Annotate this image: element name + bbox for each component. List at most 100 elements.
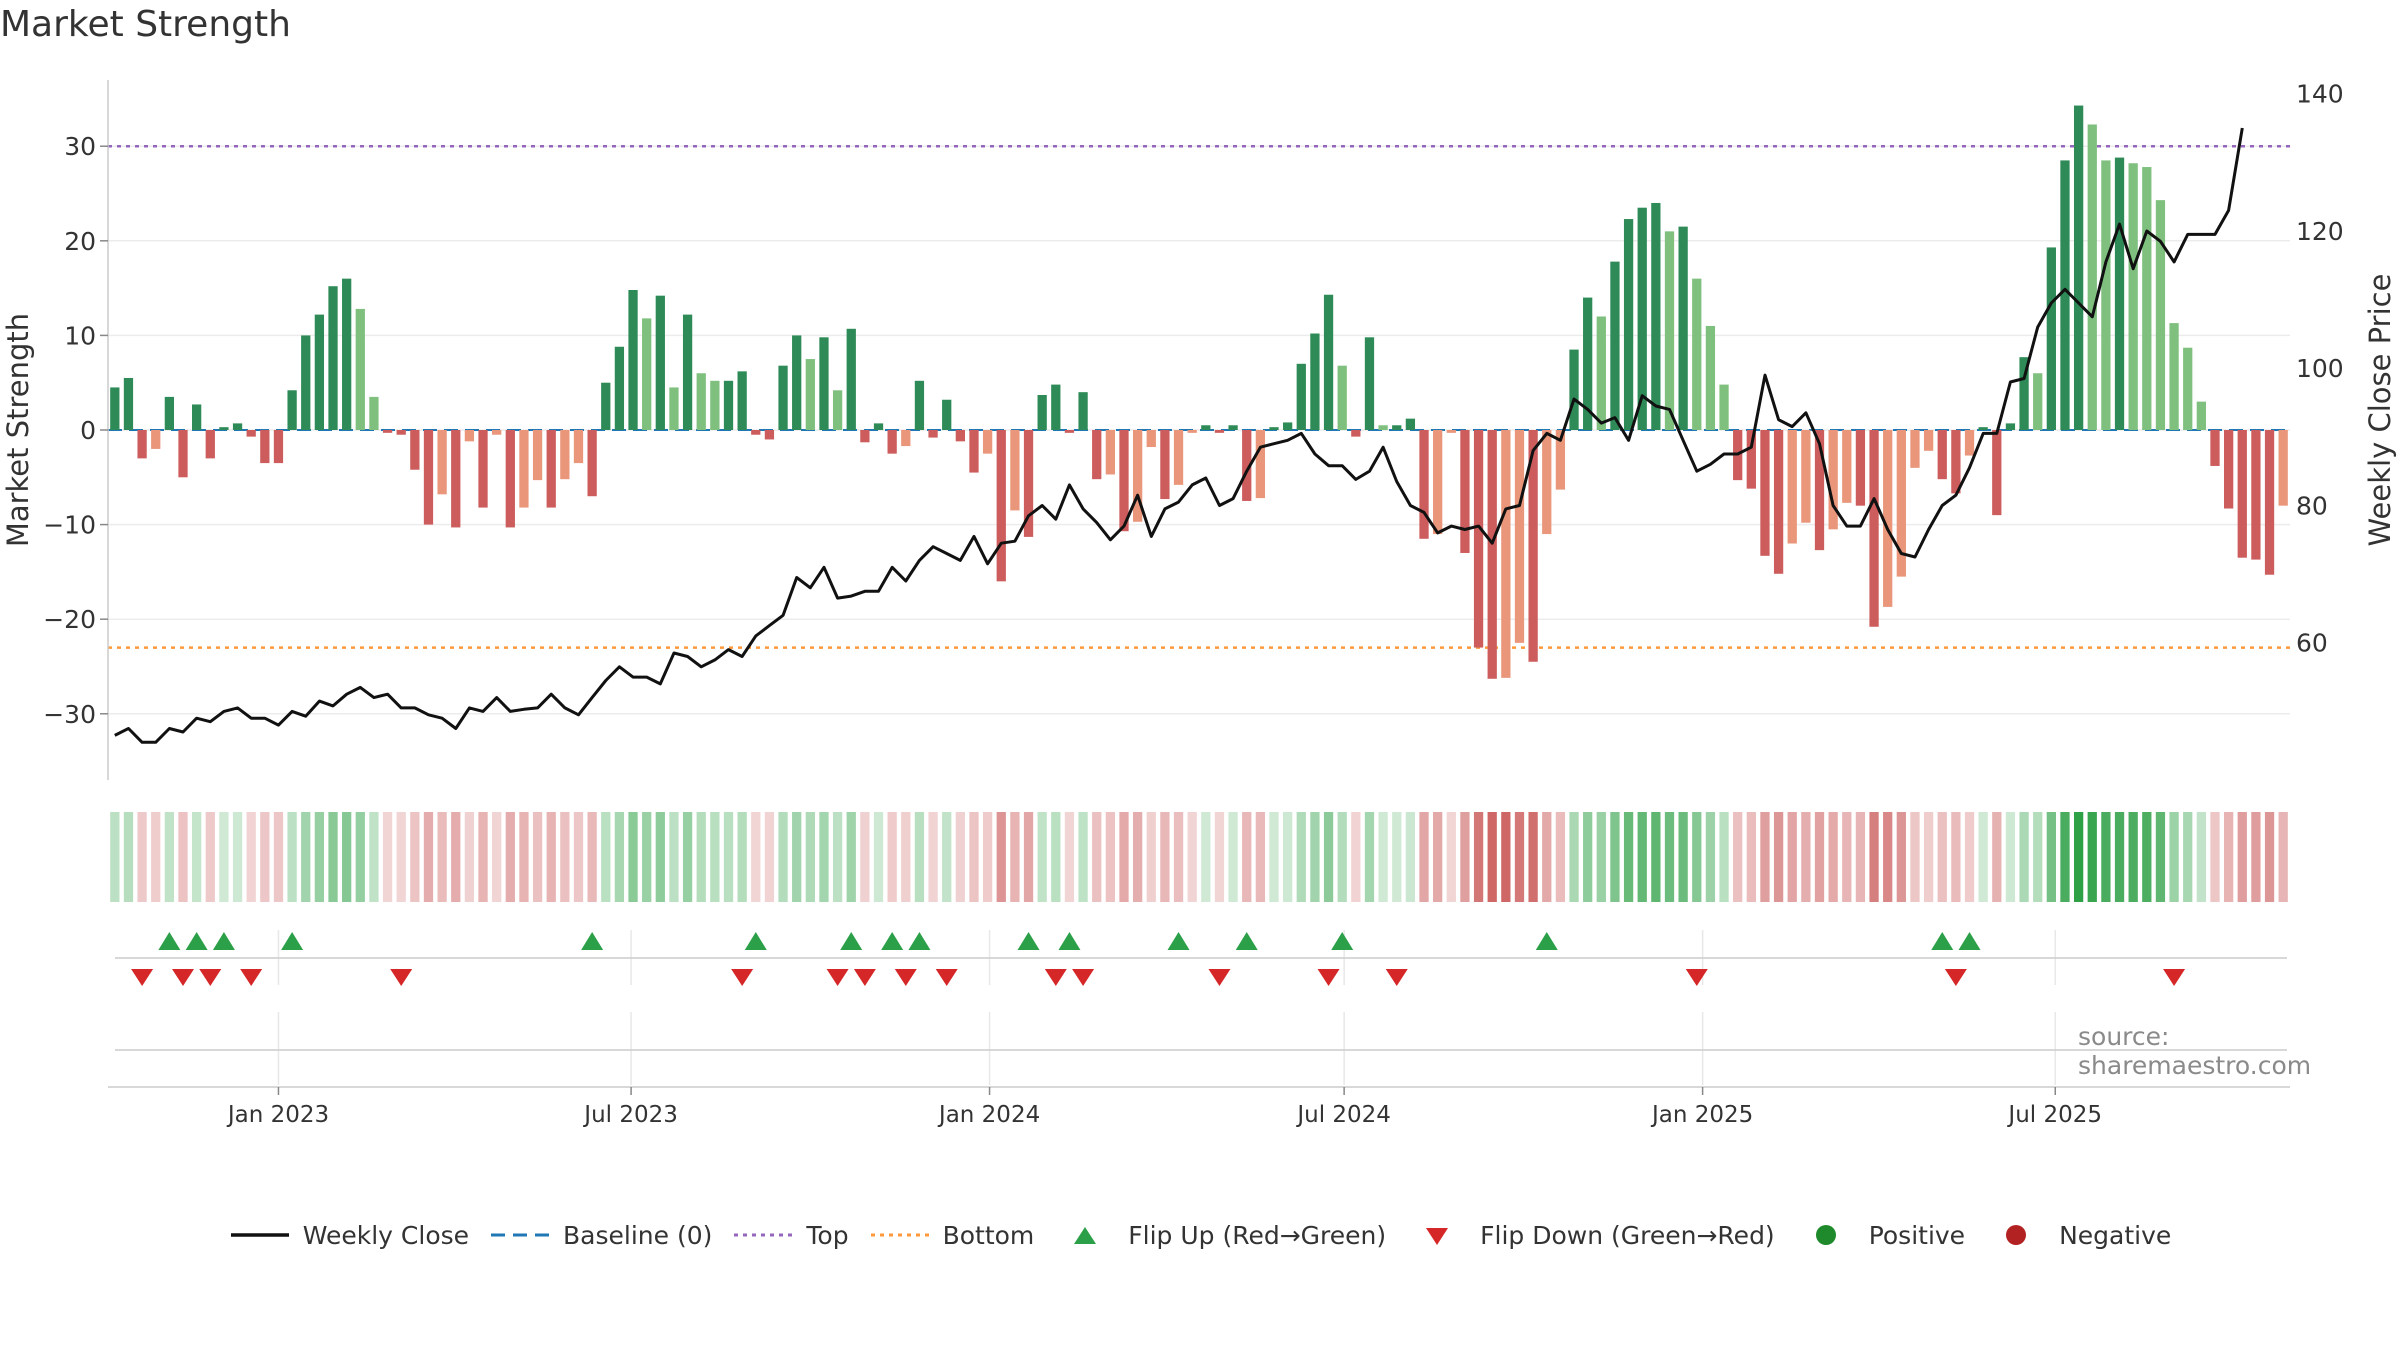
flip-up-marker <box>581 932 604 950</box>
strength-bar <box>2251 430 2261 560</box>
strength-bar <box>710 380 720 430</box>
flip-up-marker <box>1058 932 1081 950</box>
heat-strip-cell <box>1296 812 1306 902</box>
strength-bar <box>519 430 529 508</box>
heat-strip-cell <box>546 812 556 902</box>
strength-bar <box>792 335 802 430</box>
left-tick-label: −20 <box>43 605 96 634</box>
strength-bar <box>723 380 734 430</box>
strength-bar <box>1487 430 1497 679</box>
heat-strip-cell <box>1719 812 1729 902</box>
strength-bar <box>1555 430 1566 490</box>
strength-bar <box>1364 337 1375 430</box>
strength-bar <box>1692 278 1702 430</box>
flip-up-marker <box>158 932 181 950</box>
flip-down-marker <box>1208 969 1231 986</box>
strength-bar <box>1842 430 1852 503</box>
heat-strip-cell <box>1255 812 1266 902</box>
heat-strip-cell <box>2114 812 2125 902</box>
flip-up-marker <box>212 932 235 950</box>
strength-bar <box>423 430 434 525</box>
heat-strip-cell <box>410 812 420 902</box>
flip-up-marker <box>908 932 931 950</box>
heat-strip-cell <box>1446 812 1456 902</box>
weekly-close-line <box>114 127 2244 744</box>
strength-bar <box>642 318 652 430</box>
heat-strip-cell <box>2278 812 2288 902</box>
strength-bar <box>1173 430 1184 485</box>
heat-strip-cell <box>232 812 243 902</box>
heat-strip-cell <box>1214 812 1225 902</box>
left-tick-label: 10 <box>64 321 96 350</box>
strength-bar <box>1514 430 1525 643</box>
flip-down-marker <box>390 969 413 986</box>
strength-bar <box>1923 430 1934 451</box>
heat-strip-cell <box>710 812 720 902</box>
strength-bar <box>2005 423 2016 430</box>
heat-strip-cell <box>778 812 788 902</box>
strength-bar <box>1419 430 1429 539</box>
heat-strip-cell <box>1364 812 1375 902</box>
flip-up-marker <box>185 932 208 950</box>
heat-strip-cell <box>2142 812 2152 902</box>
heat-strip-cell <box>1173 812 1184 902</box>
heat-strip-cell <box>301 812 311 902</box>
heat-strip-cell <box>1501 812 1511 902</box>
flip-up-marker <box>1958 932 1981 950</box>
heat-strip-cell <box>178 812 188 902</box>
heat-strip-cell <box>1801 812 1811 902</box>
heat-strip-cell <box>601 812 611 902</box>
heat-strip-cell <box>1160 812 1170 902</box>
heat-strip-cell <box>1201 812 1211 902</box>
strength-bar <box>1883 430 1893 607</box>
heat-strip-cell <box>2251 812 2261 902</box>
heat-strip-cell <box>2046 812 2056 902</box>
strength-bar <box>669 387 679 430</box>
strength-bar <box>1801 430 1811 523</box>
heat-strip-cell <box>1555 812 1566 902</box>
heat-strip-cell <box>642 812 652 902</box>
strength-bar <box>2278 430 2288 506</box>
right-tick-label: 120 <box>2296 217 2344 246</box>
heat-strip-cell <box>2264 812 2275 902</box>
flip-up-marker <box>1235 932 1258 950</box>
heat-strip-cell <box>1351 812 1361 902</box>
strength-bar <box>1405 418 1416 430</box>
heat-strip-cell <box>1992 812 2002 902</box>
strength-bar <box>342 278 352 430</box>
strength-bar <box>1637 207 1647 430</box>
heat-strip-cell <box>1883 812 1893 902</box>
left-tick-label: 20 <box>64 227 96 256</box>
legend-swatch-icon <box>1426 1228 1449 1245</box>
heat-strip-cell <box>205 812 215 902</box>
heat-strip-cell <box>1051 812 1061 902</box>
flip-markers-panel <box>115 930 2287 986</box>
legend-item: Flip Up (Red→Green) <box>1054 1220 1386 1250</box>
strength-bar <box>451 430 461 528</box>
heat-strip-cell <box>1733 812 1743 902</box>
strength-bar <box>2087 124 2097 430</box>
strength-bar <box>1228 425 1238 430</box>
heat-strip-cell <box>1405 812 1416 902</box>
heat-strip-cell <box>901 812 911 902</box>
legend-item: Negative <box>1985 1220 2171 1250</box>
heat-strip-cell <box>382 812 393 902</box>
strength-bar <box>628 290 638 430</box>
heat-strip-cell <box>1896 812 1906 902</box>
heat-strip-cell <box>1692 812 1702 902</box>
heat-strip-cell <box>914 812 925 902</box>
heat-strip-cell <box>1814 812 1825 902</box>
heat-strip-cell <box>1951 812 1961 902</box>
strength-bar <box>1787 430 1797 544</box>
strength-bar <box>205 430 215 459</box>
strength-bar <box>655 295 665 430</box>
strength-bar <box>601 382 611 430</box>
weekly-close-series <box>114 127 2244 744</box>
legend-label: Negative <box>2059 1220 2172 1250</box>
heat-strip-cell <box>873 812 884 902</box>
strength-bar <box>192 404 202 430</box>
strength-bar <box>2223 430 2234 509</box>
right-tick-label: 80 <box>2296 491 2328 520</box>
heat-strip-cell <box>1528 812 1538 902</box>
heat-strip-cell <box>655 812 665 902</box>
